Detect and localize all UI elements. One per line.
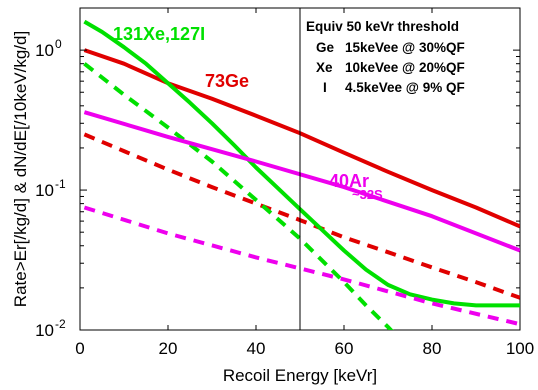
y-tick-exponent: 0 <box>55 37 62 51</box>
x-tick-label: 20 <box>159 339 178 358</box>
y-tick-label: 10 <box>35 41 54 60</box>
x-axis-label: Recoil Energy [keVr] <box>223 366 377 385</box>
annotation-ge: 73Ge <box>205 71 249 91</box>
x-tick-label: 40 <box>247 339 266 358</box>
y-axis-label: Rate>Er[/kg/d] & dN/dE[/10keV/kg/d] <box>11 31 30 307</box>
y-tick-exponent: -2 <box>55 317 66 331</box>
y-tick-exponent: -1 <box>55 177 66 191</box>
threshold-row-ge-element: Ge <box>316 40 335 55</box>
x-tick-label: 80 <box>423 339 442 358</box>
threshold-box-title: Equiv 50 keVr threshold <box>306 19 459 34</box>
x-tick-label: 0 <box>75 339 84 358</box>
y-tick-label: 10 <box>35 181 54 200</box>
threshold-row-ge-value: 15keVee @ 30%QF <box>345 40 465 55</box>
annotation-s: ~32S <box>352 187 383 202</box>
y-tick-label: 10 <box>35 321 54 340</box>
x-tick-label: 100 <box>506 339 534 358</box>
series-line-xe-i-spectrum <box>83 62 394 330</box>
x-tick-label: 60 <box>335 339 354 358</box>
annotation-xe-i: 131Xe,127I <box>113 24 205 44</box>
threshold-row-i-value: 4.5keVee @ 9% QF <box>345 80 465 95</box>
annotation-ar: 40Ar <box>329 171 369 191</box>
threshold-row-i-element: I <box>323 80 327 95</box>
threshold-row-xe-element: Xe <box>316 60 333 75</box>
threshold-row-xe-value: 10keVee @ 20%QF <box>345 60 465 75</box>
